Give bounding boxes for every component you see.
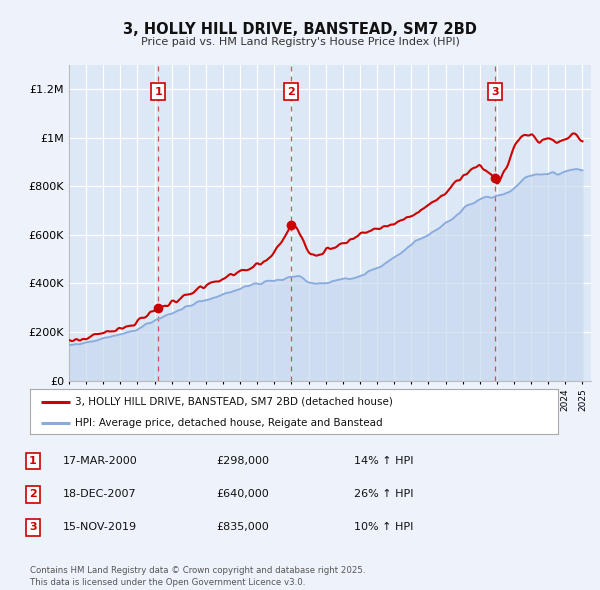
Text: Contains HM Land Registry data © Crown copyright and database right 2025.
This d: Contains HM Land Registry data © Crown c… [30, 566, 365, 587]
Text: 1: 1 [154, 87, 162, 97]
Text: £835,000: £835,000 [216, 523, 269, 532]
Text: 10% ↑ HPI: 10% ↑ HPI [354, 523, 413, 532]
Text: 2: 2 [29, 490, 37, 499]
Text: 15-NOV-2019: 15-NOV-2019 [63, 523, 137, 532]
Text: 17-MAR-2000: 17-MAR-2000 [63, 457, 138, 466]
Text: 14% ↑ HPI: 14% ↑ HPI [354, 457, 413, 466]
Text: 26% ↑ HPI: 26% ↑ HPI [354, 490, 413, 499]
Text: 18-DEC-2007: 18-DEC-2007 [63, 490, 137, 499]
Text: £298,000: £298,000 [216, 457, 269, 466]
Text: £640,000: £640,000 [216, 490, 269, 499]
Text: 1: 1 [29, 457, 37, 466]
Text: Price paid vs. HM Land Registry's House Price Index (HPI): Price paid vs. HM Land Registry's House … [140, 37, 460, 47]
Text: HPI: Average price, detached house, Reigate and Banstead: HPI: Average price, detached house, Reig… [75, 418, 383, 428]
Text: 3, HOLLY HILL DRIVE, BANSTEAD, SM7 2BD: 3, HOLLY HILL DRIVE, BANSTEAD, SM7 2BD [123, 22, 477, 37]
Text: 2: 2 [287, 87, 295, 97]
Text: 3: 3 [29, 523, 37, 532]
Text: 3: 3 [491, 87, 499, 97]
Text: 3, HOLLY HILL DRIVE, BANSTEAD, SM7 2BD (detached house): 3, HOLLY HILL DRIVE, BANSTEAD, SM7 2BD (… [75, 397, 393, 407]
